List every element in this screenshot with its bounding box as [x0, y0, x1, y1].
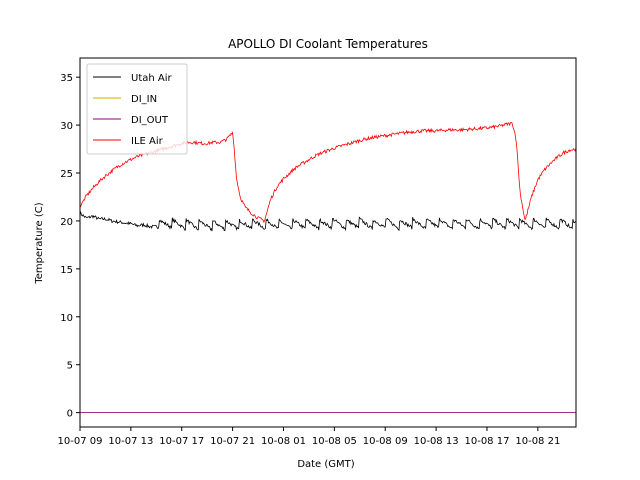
legend-box [86, 63, 188, 155]
x-tick-label: 10-07 21 [210, 436, 255, 447]
y-tick-label: 35 [60, 73, 73, 84]
chart-title: APOLLO DI Coolant Temperatures [228, 37, 428, 51]
y-tick-label: 25 [60, 169, 73, 180]
x-tick-label: 10-07 13 [108, 436, 153, 447]
y-tick-label: 10 [60, 313, 73, 324]
x-tick-label: 10-07 09 [58, 436, 103, 447]
x-tick-label: 10-07 17 [159, 436, 204, 447]
x-tick-label: 10-08 01 [261, 436, 306, 447]
y-tick-label: 0 [67, 409, 73, 420]
y-tick-label: 20 [60, 217, 73, 228]
x-tick-label: 10-08 13 [414, 436, 459, 447]
x-tick-label: 10-08 05 [312, 436, 357, 447]
x-axis-label: Date (GMT) [297, 459, 354, 470]
legend-label: Utah Air [131, 73, 173, 84]
y-tick-label: 30 [60, 121, 73, 132]
legend-label: DI_OUT [131, 115, 169, 126]
legend: Utah Air DI_IN DI_OUT ILE Air [86, 63, 188, 155]
x-tick-label: 10-08 21 [515, 436, 560, 447]
series-line-utah-air [80, 210, 576, 232]
legend-label: DI_IN [131, 94, 157, 105]
x-tick-label: 10-08 09 [363, 436, 408, 447]
legend-label: ILE Air [131, 136, 164, 147]
y-tick-label: 5 [67, 361, 73, 372]
plot-frame [79, 57, 577, 428]
y-tick-label: 15 [60, 265, 73, 276]
x-tick-label: 10-08 17 [464, 436, 509, 447]
y-axis-label: Temperature (C) [34, 202, 45, 284]
